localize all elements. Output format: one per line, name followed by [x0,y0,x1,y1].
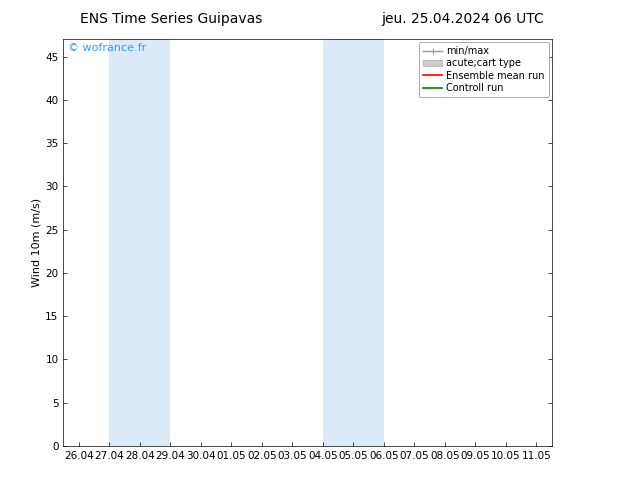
Text: jeu. 25.04.2024 06 UTC: jeu. 25.04.2024 06 UTC [382,12,544,26]
Y-axis label: Wind 10m (m/s): Wind 10m (m/s) [31,198,41,287]
Text: ENS Time Series Guipavas: ENS Time Series Guipavas [80,12,262,26]
Legend: min/max, acute;cart type, Ensemble mean run, Controll run: min/max, acute;cart type, Ensemble mean … [419,42,548,97]
Bar [323,39,384,446]
Bar [109,39,170,446]
Text: © wofrance.fr: © wofrance.fr [68,43,146,53]
